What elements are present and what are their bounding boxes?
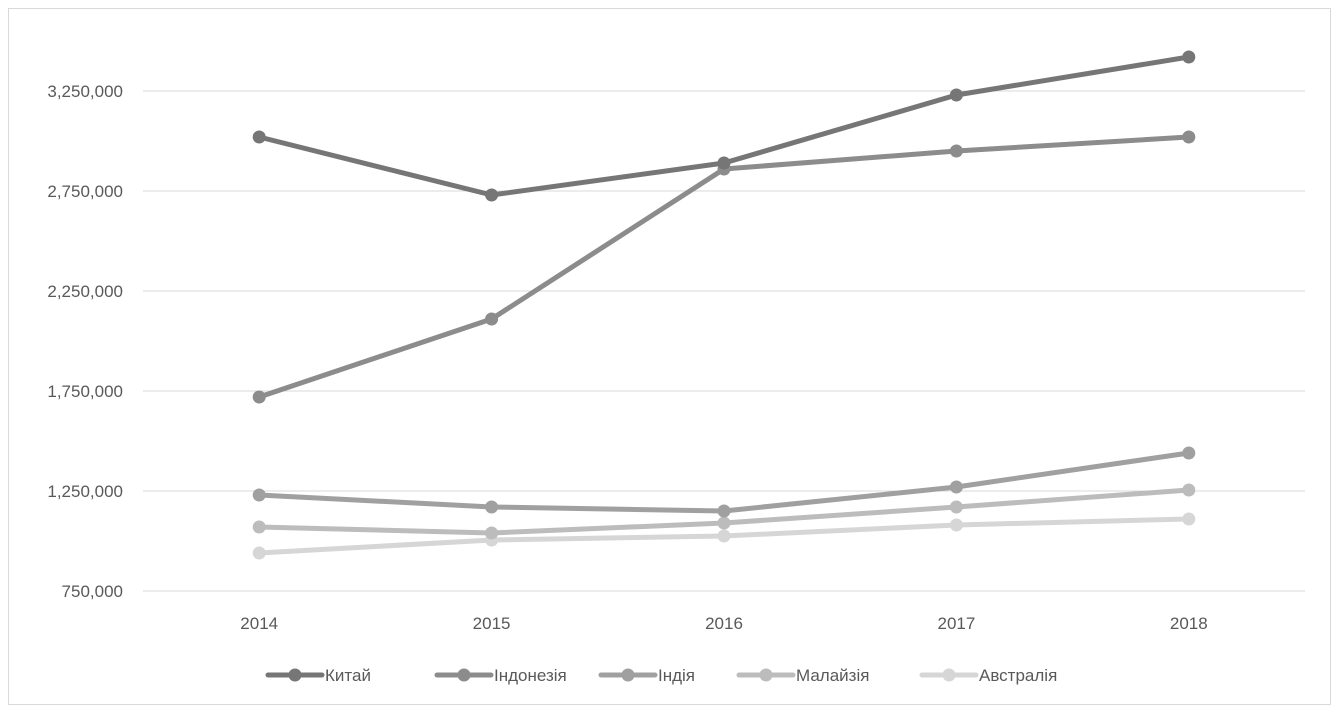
y-axis-ticks: 750,000 1,250,000 1,750,000 2,250,000 2,750,… <box>47 82 123 601</box>
x-tick-label: 2017 <box>937 614 975 633</box>
y-tick-label: 1,750,000 <box>47 382 123 401</box>
data-point <box>949 518 963 532</box>
y-tick-label: 1,250,000 <box>47 482 123 501</box>
data-point <box>949 480 963 494</box>
data-point <box>252 390 266 404</box>
data-point <box>1182 50 1196 64</box>
legend-item: Австралія <box>919 666 1057 685</box>
x-axis-ticks: 2014 2015 2016 2017 2018 <box>240 614 1207 633</box>
y-tick-label: 2,250,000 <box>47 282 123 301</box>
legend: Китай Індонезія Індія Малайзія Австралія <box>265 666 1057 685</box>
data-point <box>252 546 266 560</box>
x-tick-label: 2014 <box>240 614 278 633</box>
legend-item: Індія <box>598 666 695 685</box>
legend-label: Австралія <box>979 666 1057 685</box>
series-Китай <box>252 50 1196 202</box>
y-tick-label: 2,750,000 <box>47 182 123 201</box>
chart-frame <box>8 8 1331 705</box>
series-Малайзія <box>252 483 1196 540</box>
legend-swatch-marker <box>457 668 471 682</box>
legend-label: Індія <box>658 666 695 685</box>
data-point <box>949 88 963 102</box>
series-Індія <box>252 446 1196 518</box>
data-point <box>717 516 731 530</box>
x-tick-label: 2015 <box>473 614 511 633</box>
x-tick-label: 2018 <box>1170 614 1208 633</box>
data-point <box>717 529 731 543</box>
legend-swatch-marker <box>288 668 302 682</box>
legend-label: Малайзія <box>796 666 869 685</box>
data-point <box>485 500 499 514</box>
x-tick-label: 2016 <box>705 614 743 633</box>
data-point <box>1182 483 1196 497</box>
legend-swatch-marker <box>621 668 635 682</box>
y-tick-label: 3,250,000 <box>47 82 123 101</box>
legend-swatch-marker <box>759 668 773 682</box>
data-point <box>949 144 963 158</box>
data-point <box>252 130 266 144</box>
data-point <box>252 488 266 502</box>
y-tick-label: 750,000 <box>62 582 123 601</box>
gridlines <box>143 90 1305 592</box>
data-point <box>1182 512 1196 526</box>
data-point <box>949 500 963 514</box>
legend-item: Малайзія <box>736 666 869 685</box>
legend-label: Китай <box>325 666 371 685</box>
data-point <box>1182 130 1196 144</box>
series-lines <box>252 50 1196 560</box>
data-point <box>252 520 266 534</box>
data-point <box>485 188 499 202</box>
data-point <box>717 504 731 518</box>
data-point <box>485 526 499 540</box>
legend-item: Китай <box>265 666 371 685</box>
data-point <box>485 312 499 326</box>
data-point <box>717 156 731 170</box>
series-line <box>256 134 1192 400</box>
legend-label: Індонезія <box>494 666 567 685</box>
legend-swatch-marker <box>942 668 956 682</box>
legend-item: Індонезія <box>434 666 567 685</box>
data-point <box>1182 446 1196 460</box>
